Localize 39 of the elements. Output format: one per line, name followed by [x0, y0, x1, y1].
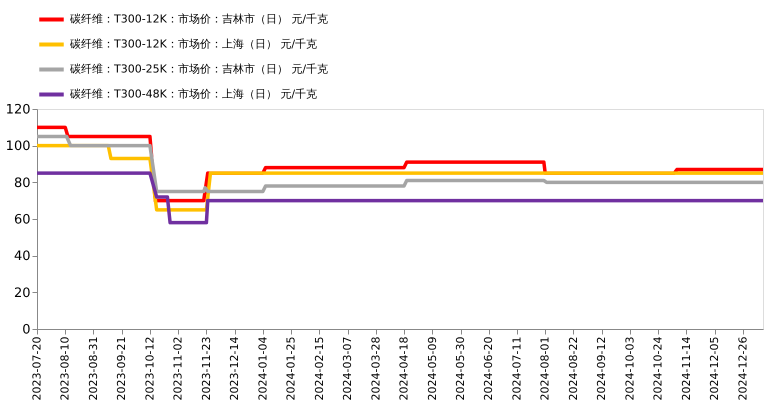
- x-tick-label: 2024-03-07: [341, 336, 354, 400]
- x-tick-label: 2024-12-26: [736, 336, 750, 400]
- x-tick-label: 2023-09-21: [115, 336, 128, 400]
- x-tick-label: 2024-07-11: [510, 336, 524, 400]
- x-tick-label: 2024-04-18: [398, 336, 411, 400]
- x-tick-label: 2024-05-09: [426, 336, 439, 400]
- x-tick-label: 2024-05-30: [454, 336, 467, 400]
- x-tick-label: 2023-11-23: [200, 336, 213, 400]
- x-tick-label: 2023-10-12: [143, 336, 156, 400]
- x-tick-label: 2024-08-01: [538, 336, 552, 400]
- legend-label: 碳纤维：T300-12K：市场价：上海（日） 元/千克: [69, 38, 318, 50]
- y-tick-label: 0: [22, 322, 30, 338]
- y-tick-label: 60: [14, 212, 30, 228]
- x-tick-label: 2024-10-24: [652, 336, 665, 400]
- x-tick-label: 2024-08-22: [566, 336, 580, 400]
- y-tick-label: 120: [6, 102, 30, 118]
- x-tick-label: 2024-01-04: [256, 336, 270, 400]
- x-tick-label: 2024-12-05: [708, 336, 722, 400]
- x-tick-label: 2024-01-25: [284, 336, 298, 400]
- y-tick-label: 80: [14, 176, 30, 191]
- y-tick-label: 100: [6, 139, 30, 154]
- x-tick-label: 2023-12-14: [228, 336, 242, 400]
- x-tick-label: 2024-02-15: [312, 336, 326, 400]
- x-tick-label: 2024-03-28: [369, 336, 382, 400]
- legend-label: 碳纤维：T300-12K：市场价：吉林市（日） 元/千克: [69, 12, 328, 26]
- line-series: [35, 171, 765, 224]
- x-tick-label: 2023-07-20: [30, 336, 44, 400]
- y-tick-label: 20: [14, 286, 30, 301]
- x-tick-label: 2024-11-14: [680, 336, 693, 400]
- x-tick-label: 2023-11-02: [172, 336, 185, 400]
- x-tick-label: 2023-08-31: [86, 336, 100, 400]
- legend-label: 碳纤维：T300-48K：市场价：上海（日） 元/千克: [69, 88, 318, 100]
- x-tick-label: 2024-06-20: [482, 336, 496, 400]
- x-tick-label: 2024-09-12: [595, 336, 608, 400]
- x-tick-label: 2024-10-03: [623, 336, 636, 400]
- y-tick-label: 40: [14, 249, 30, 264]
- x-tick-label: 2023-08-10: [58, 336, 72, 400]
- legend-label: 碳纤维：T300-25K：市场价：吉林市（日） 元/千克: [69, 62, 328, 76]
- line-series: [35, 134, 765, 194]
